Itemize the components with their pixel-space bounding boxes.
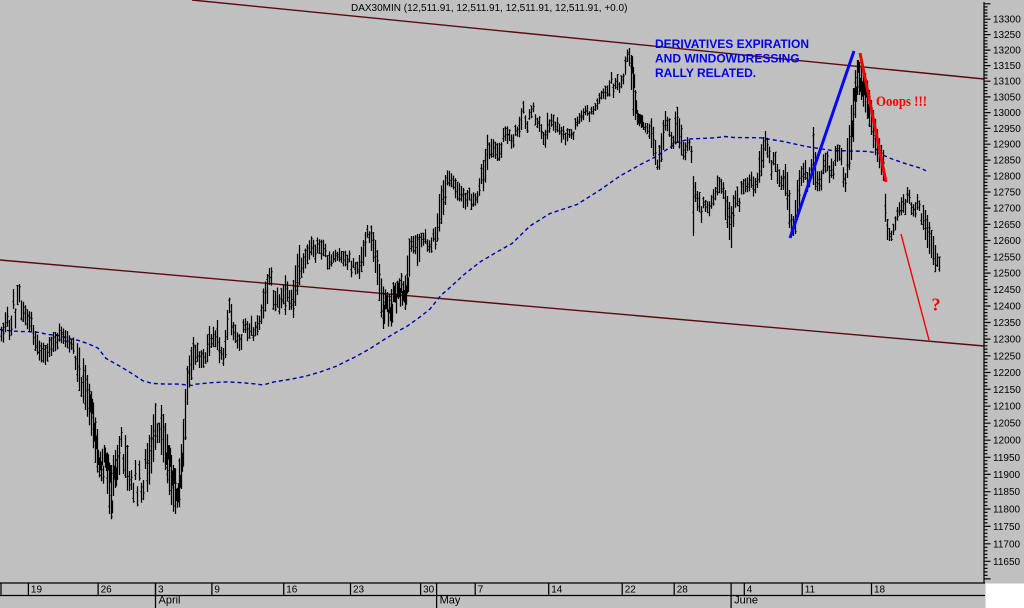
svg-text:12850: 12850: [993, 156, 1021, 167]
svg-text:AND WINDOWDRESSING: AND WINDOWDRESSING: [655, 52, 800, 66]
svg-text:12650: 12650: [993, 220, 1021, 231]
svg-text:12400: 12400: [993, 302, 1021, 313]
svg-text:12600: 12600: [993, 236, 1021, 247]
svg-text:11800: 11800: [993, 505, 1021, 516]
svg-text:7: 7: [478, 585, 484, 596]
svg-text:18: 18: [874, 585, 886, 596]
svg-text:12100: 12100: [993, 402, 1021, 413]
svg-text:DERIVATIVES EXPIRATION: DERIVATIVES EXPIRATION: [655, 37, 809, 51]
svg-text:12000: 12000: [993, 436, 1021, 447]
svg-text:13250: 13250: [993, 30, 1021, 41]
svg-text:11900: 11900: [993, 470, 1021, 481]
svg-text:12500: 12500: [993, 269, 1021, 280]
svg-text:12250: 12250: [993, 351, 1021, 362]
svg-text:12700: 12700: [993, 204, 1021, 215]
svg-text:12050: 12050: [993, 419, 1021, 430]
svg-text:12900: 12900: [993, 140, 1021, 151]
svg-text:12550: 12550: [993, 252, 1021, 263]
svg-text:12950: 12950: [993, 124, 1021, 135]
svg-text:13150: 13150: [993, 61, 1021, 72]
svg-text:3: 3: [158, 585, 164, 596]
svg-text:11750: 11750: [993, 522, 1021, 533]
svg-text:9: 9: [214, 585, 220, 596]
svg-text:11950: 11950: [993, 453, 1021, 464]
svg-text:13300: 13300: [993, 15, 1021, 26]
svg-text:12350: 12350: [993, 318, 1021, 329]
svg-text:11650: 11650: [993, 557, 1021, 568]
svg-text:19: 19: [31, 585, 43, 596]
svg-text:4: 4: [747, 585, 753, 596]
svg-text:23: 23: [353, 585, 365, 596]
svg-text:12750: 12750: [993, 188, 1021, 199]
svg-text:12300: 12300: [993, 335, 1021, 346]
svg-text:13200: 13200: [993, 46, 1021, 57]
svg-text:?: ?: [932, 295, 941, 315]
svg-text:DAX30MIN (12,511.91, 12,511.91: DAX30MIN (12,511.91, 12,511.91, 12,511.9…: [351, 3, 627, 14]
svg-text:28: 28: [677, 585, 689, 596]
svg-text:16: 16: [286, 585, 298, 596]
svg-text:12150: 12150: [993, 385, 1021, 396]
svg-text:12800: 12800: [993, 172, 1021, 183]
svg-text:Ooops !!!: Ooops !!!: [876, 94, 927, 110]
svg-text:April: April: [159, 595, 181, 607]
svg-text:11700: 11700: [993, 539, 1021, 550]
svg-text:14: 14: [551, 585, 563, 596]
svg-text:June: June: [734, 595, 758, 607]
svg-text:30: 30: [423, 585, 435, 596]
svg-text:22: 22: [625, 585, 637, 596]
svg-text:13100: 13100: [993, 77, 1021, 88]
svg-text:13050: 13050: [993, 92, 1021, 103]
svg-text:12200: 12200: [993, 368, 1021, 379]
svg-text:12450: 12450: [993, 285, 1021, 296]
svg-text:26: 26: [101, 585, 113, 596]
svg-text:May: May: [440, 595, 461, 607]
svg-text:11850: 11850: [993, 487, 1021, 498]
svg-text:RALLY RELATED.: RALLY RELATED.: [655, 66, 756, 80]
svg-text:11: 11: [805, 585, 816, 596]
svg-text:13000: 13000: [993, 108, 1021, 119]
